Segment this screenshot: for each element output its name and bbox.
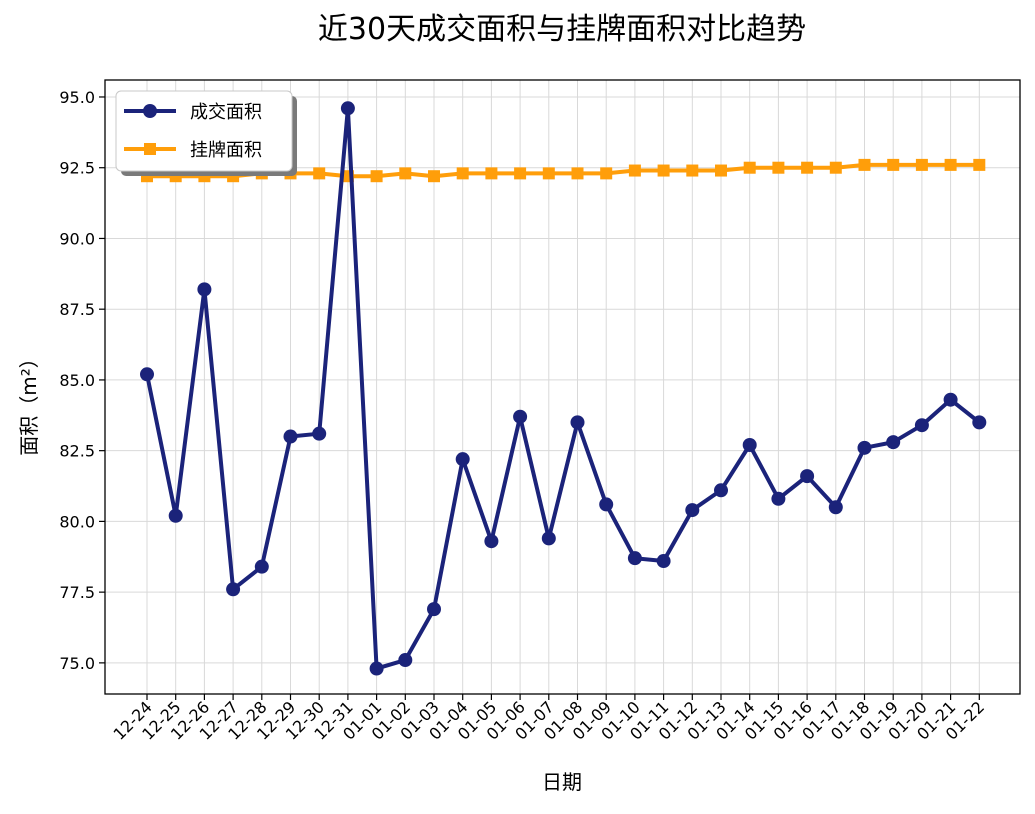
data-point: [973, 158, 986, 171]
y-tick-label: 75.0: [59, 654, 95, 673]
series-0: [140, 101, 987, 676]
data-point: [369, 661, 384, 676]
y-tick-label: 90.0: [59, 229, 95, 248]
y-tick-label: 82.5: [59, 442, 95, 461]
y-axis: 75.0 77.5 80.0 82.5 85.0 87.5 90.0 92.5 95.0: [59, 88, 105, 673]
data-point: [370, 170, 383, 183]
data-point: [455, 452, 470, 467]
data-point: [914, 418, 929, 433]
series-layer: [140, 101, 987, 676]
data-point: [541, 531, 556, 546]
legend-marker: [144, 143, 156, 155]
data-point: [972, 415, 987, 430]
data-point: [686, 164, 699, 177]
data-point: [887, 158, 900, 171]
x-axis-label: 日期: [542, 770, 582, 794]
data-point: [254, 559, 269, 574]
data-point: [627, 551, 642, 566]
data-point: [313, 167, 326, 180]
y-tick-label: 92.5: [59, 159, 95, 178]
data-point: [485, 167, 498, 180]
y-axis-label: 面积（m²）: [17, 348, 41, 456]
data-point: [657, 164, 670, 177]
data-point: [800, 469, 815, 484]
data-point: [600, 167, 613, 180]
data-point: [915, 158, 928, 171]
data-point: [226, 582, 241, 597]
data-point: [456, 167, 469, 180]
data-point: [398, 653, 413, 668]
y-tick-label: 95.0: [59, 88, 95, 107]
data-point: [514, 167, 527, 180]
data-point: [484, 534, 499, 549]
data-point: [743, 161, 756, 174]
data-point: [857, 440, 872, 455]
data-point: [685, 503, 700, 518]
x-axis: 12-2412-2512-2612-2712-2812-2912-3012-31…: [110, 694, 988, 744]
y-tick-label: 77.5: [59, 583, 95, 602]
plot-area-frame: [104, 79, 1021, 695]
data-point: [944, 158, 957, 171]
data-point: [542, 167, 555, 180]
data-point: [312, 426, 327, 441]
data-point: [340, 101, 355, 116]
data-point: [715, 164, 727, 177]
legend-marker: [143, 104, 157, 118]
data-point: [714, 483, 728, 498]
data-point: [427, 602, 441, 617]
data-point: [140, 367, 154, 382]
legend-label: 挂牌面积: [190, 140, 262, 161]
data-point: [197, 282, 212, 297]
data-point: [570, 415, 585, 430]
data-point: [742, 438, 757, 453]
data-point: [399, 167, 412, 180]
data-point: [858, 158, 871, 171]
data-point: [571, 167, 584, 180]
data-point: [772, 161, 785, 174]
data-point: [599, 497, 614, 512]
data-point: [801, 161, 814, 174]
y-tick-label: 87.5: [59, 300, 95, 319]
data-point: [283, 429, 298, 444]
legend-label: 成交面积: [190, 102, 262, 123]
data-point: [943, 392, 958, 407]
data-point: [656, 554, 671, 569]
chart-title: 近30天成交面积与挂牌面积对比趋势: [318, 12, 806, 47]
data-point: [628, 164, 641, 177]
y-tick-label: 85.0: [59, 371, 95, 390]
data-point: [829, 161, 842, 174]
data-point: [828, 500, 843, 515]
data-point: [428, 170, 440, 183]
y-tick-label: 80.0: [59, 512, 95, 531]
data-point: [771, 491, 786, 506]
series-line: [145, 106, 981, 671]
data-point: [168, 508, 183, 523]
data-point: [513, 409, 528, 424]
data-point: [886, 435, 901, 450]
grid: [105, 80, 1020, 694]
